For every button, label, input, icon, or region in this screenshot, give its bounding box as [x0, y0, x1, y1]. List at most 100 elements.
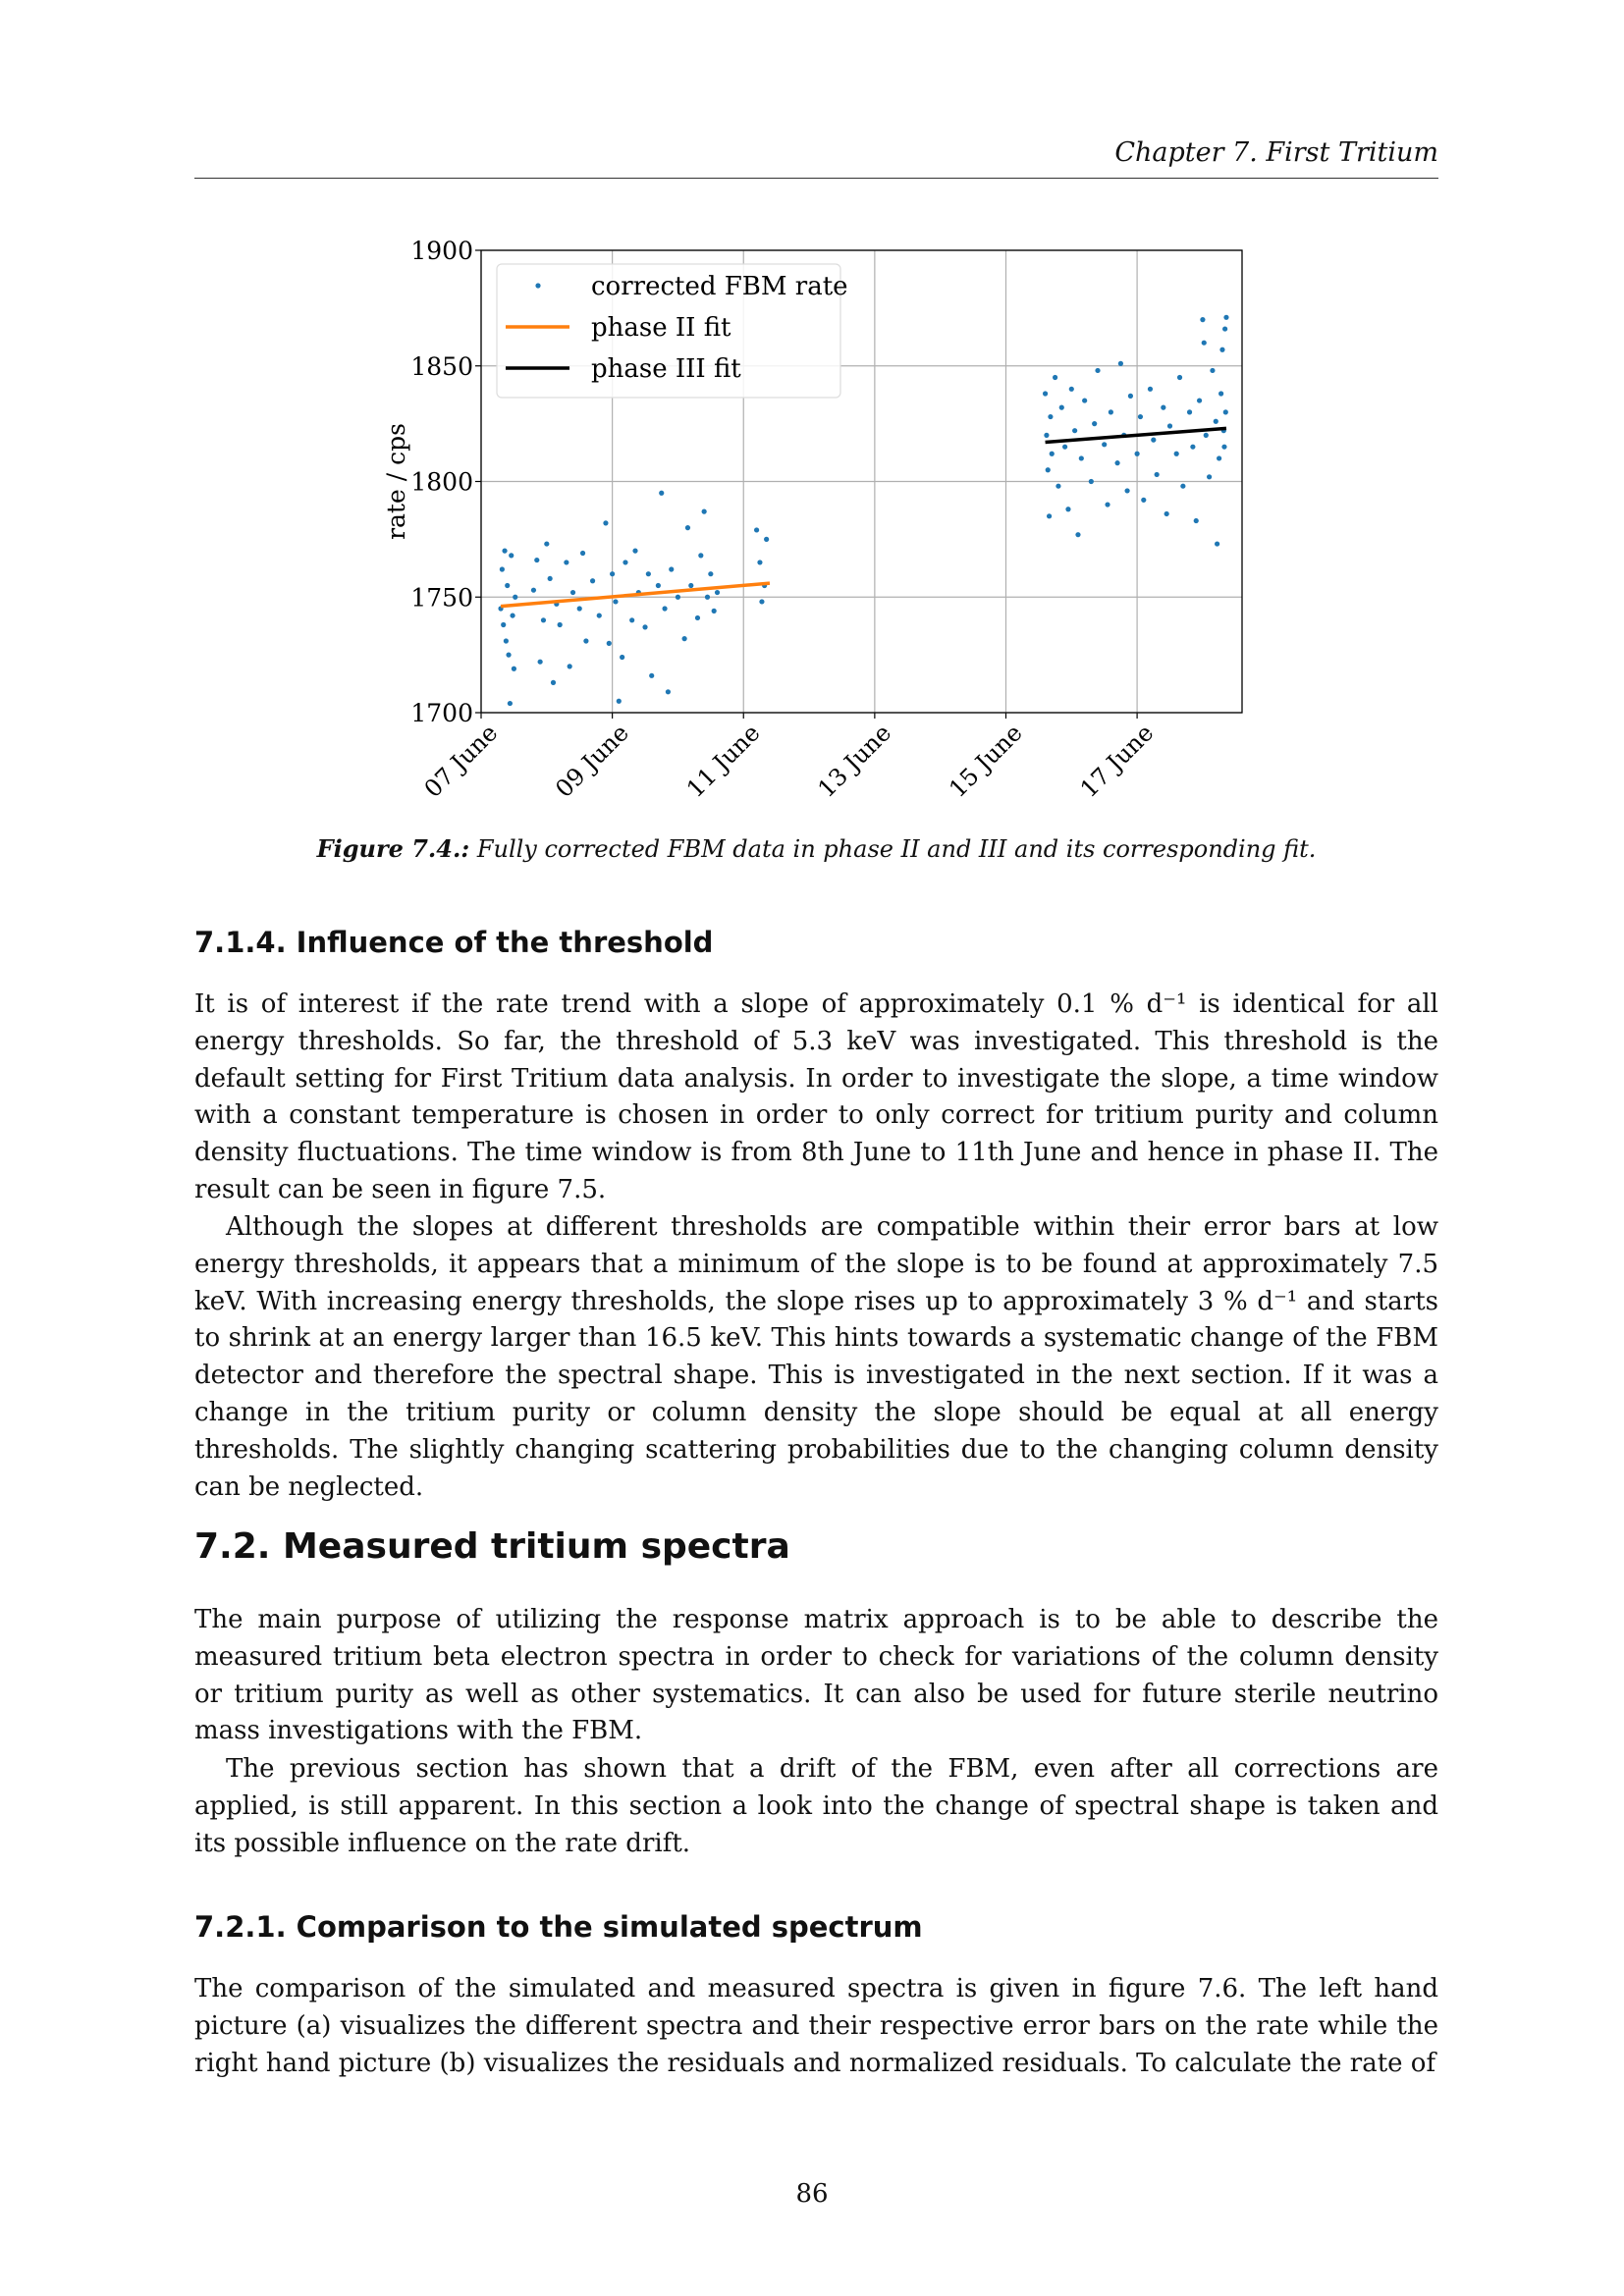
data-point — [684, 525, 691, 531]
data-point — [711, 608, 717, 614]
data-point — [567, 664, 572, 669]
data-point — [1108, 409, 1113, 415]
data-point — [534, 557, 540, 563]
data-point — [1044, 432, 1050, 438]
data-point — [1134, 451, 1140, 456]
phase-ii-fit-line — [500, 581, 771, 609]
data-point — [1186, 409, 1193, 415]
data-point — [620, 654, 625, 661]
x-tick-label: 15 June — [944, 719, 1027, 802]
data-point — [564, 560, 569, 565]
data-point — [569, 589, 576, 596]
data-point — [1173, 451, 1179, 456]
data-point — [1215, 541, 1220, 547]
data-point — [688, 582, 694, 589]
data-point — [1222, 409, 1228, 415]
data-point — [1052, 374, 1058, 381]
data-point — [1062, 444, 1068, 450]
x-tick-label: 11 June — [681, 719, 765, 802]
data-point — [499, 566, 505, 572]
data-point — [1088, 478, 1094, 485]
data-point — [665, 689, 672, 695]
data-point — [1127, 393, 1134, 399]
data-point — [530, 587, 537, 593]
data-point — [1114, 460, 1120, 466]
data-point — [509, 553, 514, 559]
x-tick-label: 07 June — [419, 719, 503, 802]
data-point — [616, 698, 622, 704]
data-point — [694, 614, 701, 621]
legend-box — [496, 263, 841, 399]
data-point — [1151, 437, 1157, 443]
data-point — [1164, 510, 1169, 517]
data-point — [659, 490, 665, 496]
data-point — [1092, 421, 1098, 427]
data-point — [714, 589, 721, 596]
paragraph: Although the slopes at different thresho… — [194, 1212, 1438, 1502]
paragraph: The comparison of the simulated and meas… — [194, 1974, 1438, 2078]
data-point — [1200, 317, 1206, 323]
data-point — [1082, 398, 1088, 403]
plot-frame — [480, 249, 1243, 714]
data-point — [1223, 314, 1229, 320]
data-point — [503, 638, 509, 644]
data-point — [642, 624, 648, 630]
data-point — [1141, 497, 1147, 503]
section-7-1-4-heading: 7.1.4. Influence of the threshold — [194, 926, 714, 959]
caption-label: Figure 7.4.: — [316, 834, 470, 863]
data-point — [1046, 513, 1053, 519]
data-point — [1117, 360, 1124, 366]
data-point — [754, 527, 760, 533]
data-point — [704, 594, 711, 600]
data-point — [1075, 532, 1081, 538]
page-number: 86 — [795, 2179, 829, 2209]
data-point — [557, 621, 563, 628]
data-point — [655, 582, 661, 589]
data-point — [1218, 391, 1224, 397]
data-point — [613, 599, 619, 605]
data-point — [1190, 444, 1196, 450]
y-axis-label: rate / cps — [382, 423, 410, 540]
data-point — [662, 606, 668, 612]
data-point — [629, 617, 635, 623]
y-tick-label: 1700 — [410, 699, 473, 727]
data-point — [1176, 374, 1183, 381]
data-point — [1058, 404, 1064, 410]
data-point — [603, 520, 609, 526]
data-point — [583, 638, 589, 644]
data-point — [540, 617, 547, 623]
data-point — [1222, 326, 1228, 332]
section-7-2-1-heading: 7.2.1. Comparison to the simulated spect… — [194, 1910, 923, 1944]
legend-point-marker — [535, 283, 541, 289]
legend-label: phase II fit — [591, 313, 731, 343]
data-point — [1049, 451, 1055, 456]
data-point — [596, 613, 602, 618]
data-point — [1056, 483, 1061, 489]
caption-text: Fully corrected FBM data in phase II and… — [469, 835, 1317, 863]
figure-caption: Figure 7.4.: Fully corrected FBM data in… — [194, 834, 1438, 863]
data-point — [502, 548, 508, 554]
data-point — [669, 566, 675, 572]
data-point — [1219, 347, 1225, 352]
data-point — [1078, 455, 1084, 461]
y-tick-label: 1750 — [410, 583, 473, 612]
data-point — [1193, 517, 1199, 524]
data-point — [675, 594, 681, 600]
data-point — [1102, 442, 1108, 448]
x-tick-label: 17 June — [1075, 719, 1159, 802]
data-point — [606, 640, 612, 646]
data-point — [645, 571, 651, 577]
x-tick-label: 09 June — [550, 719, 633, 802]
data-point — [1065, 507, 1071, 512]
data-point — [1045, 467, 1051, 473]
data-point — [1124, 488, 1130, 494]
section-7-2-heading: 7.2. Measured tritium spectra — [194, 1526, 790, 1567]
data-point — [764, 536, 770, 542]
running-head: Chapter 7. First Tritium — [1114, 137, 1438, 168]
legend-label: phase III fit — [591, 354, 741, 384]
header-rule — [194, 178, 1438, 179]
data-point — [649, 672, 655, 678]
data-point — [579, 550, 586, 557]
data-point — [1217, 455, 1222, 461]
data-point — [1196, 398, 1203, 403]
